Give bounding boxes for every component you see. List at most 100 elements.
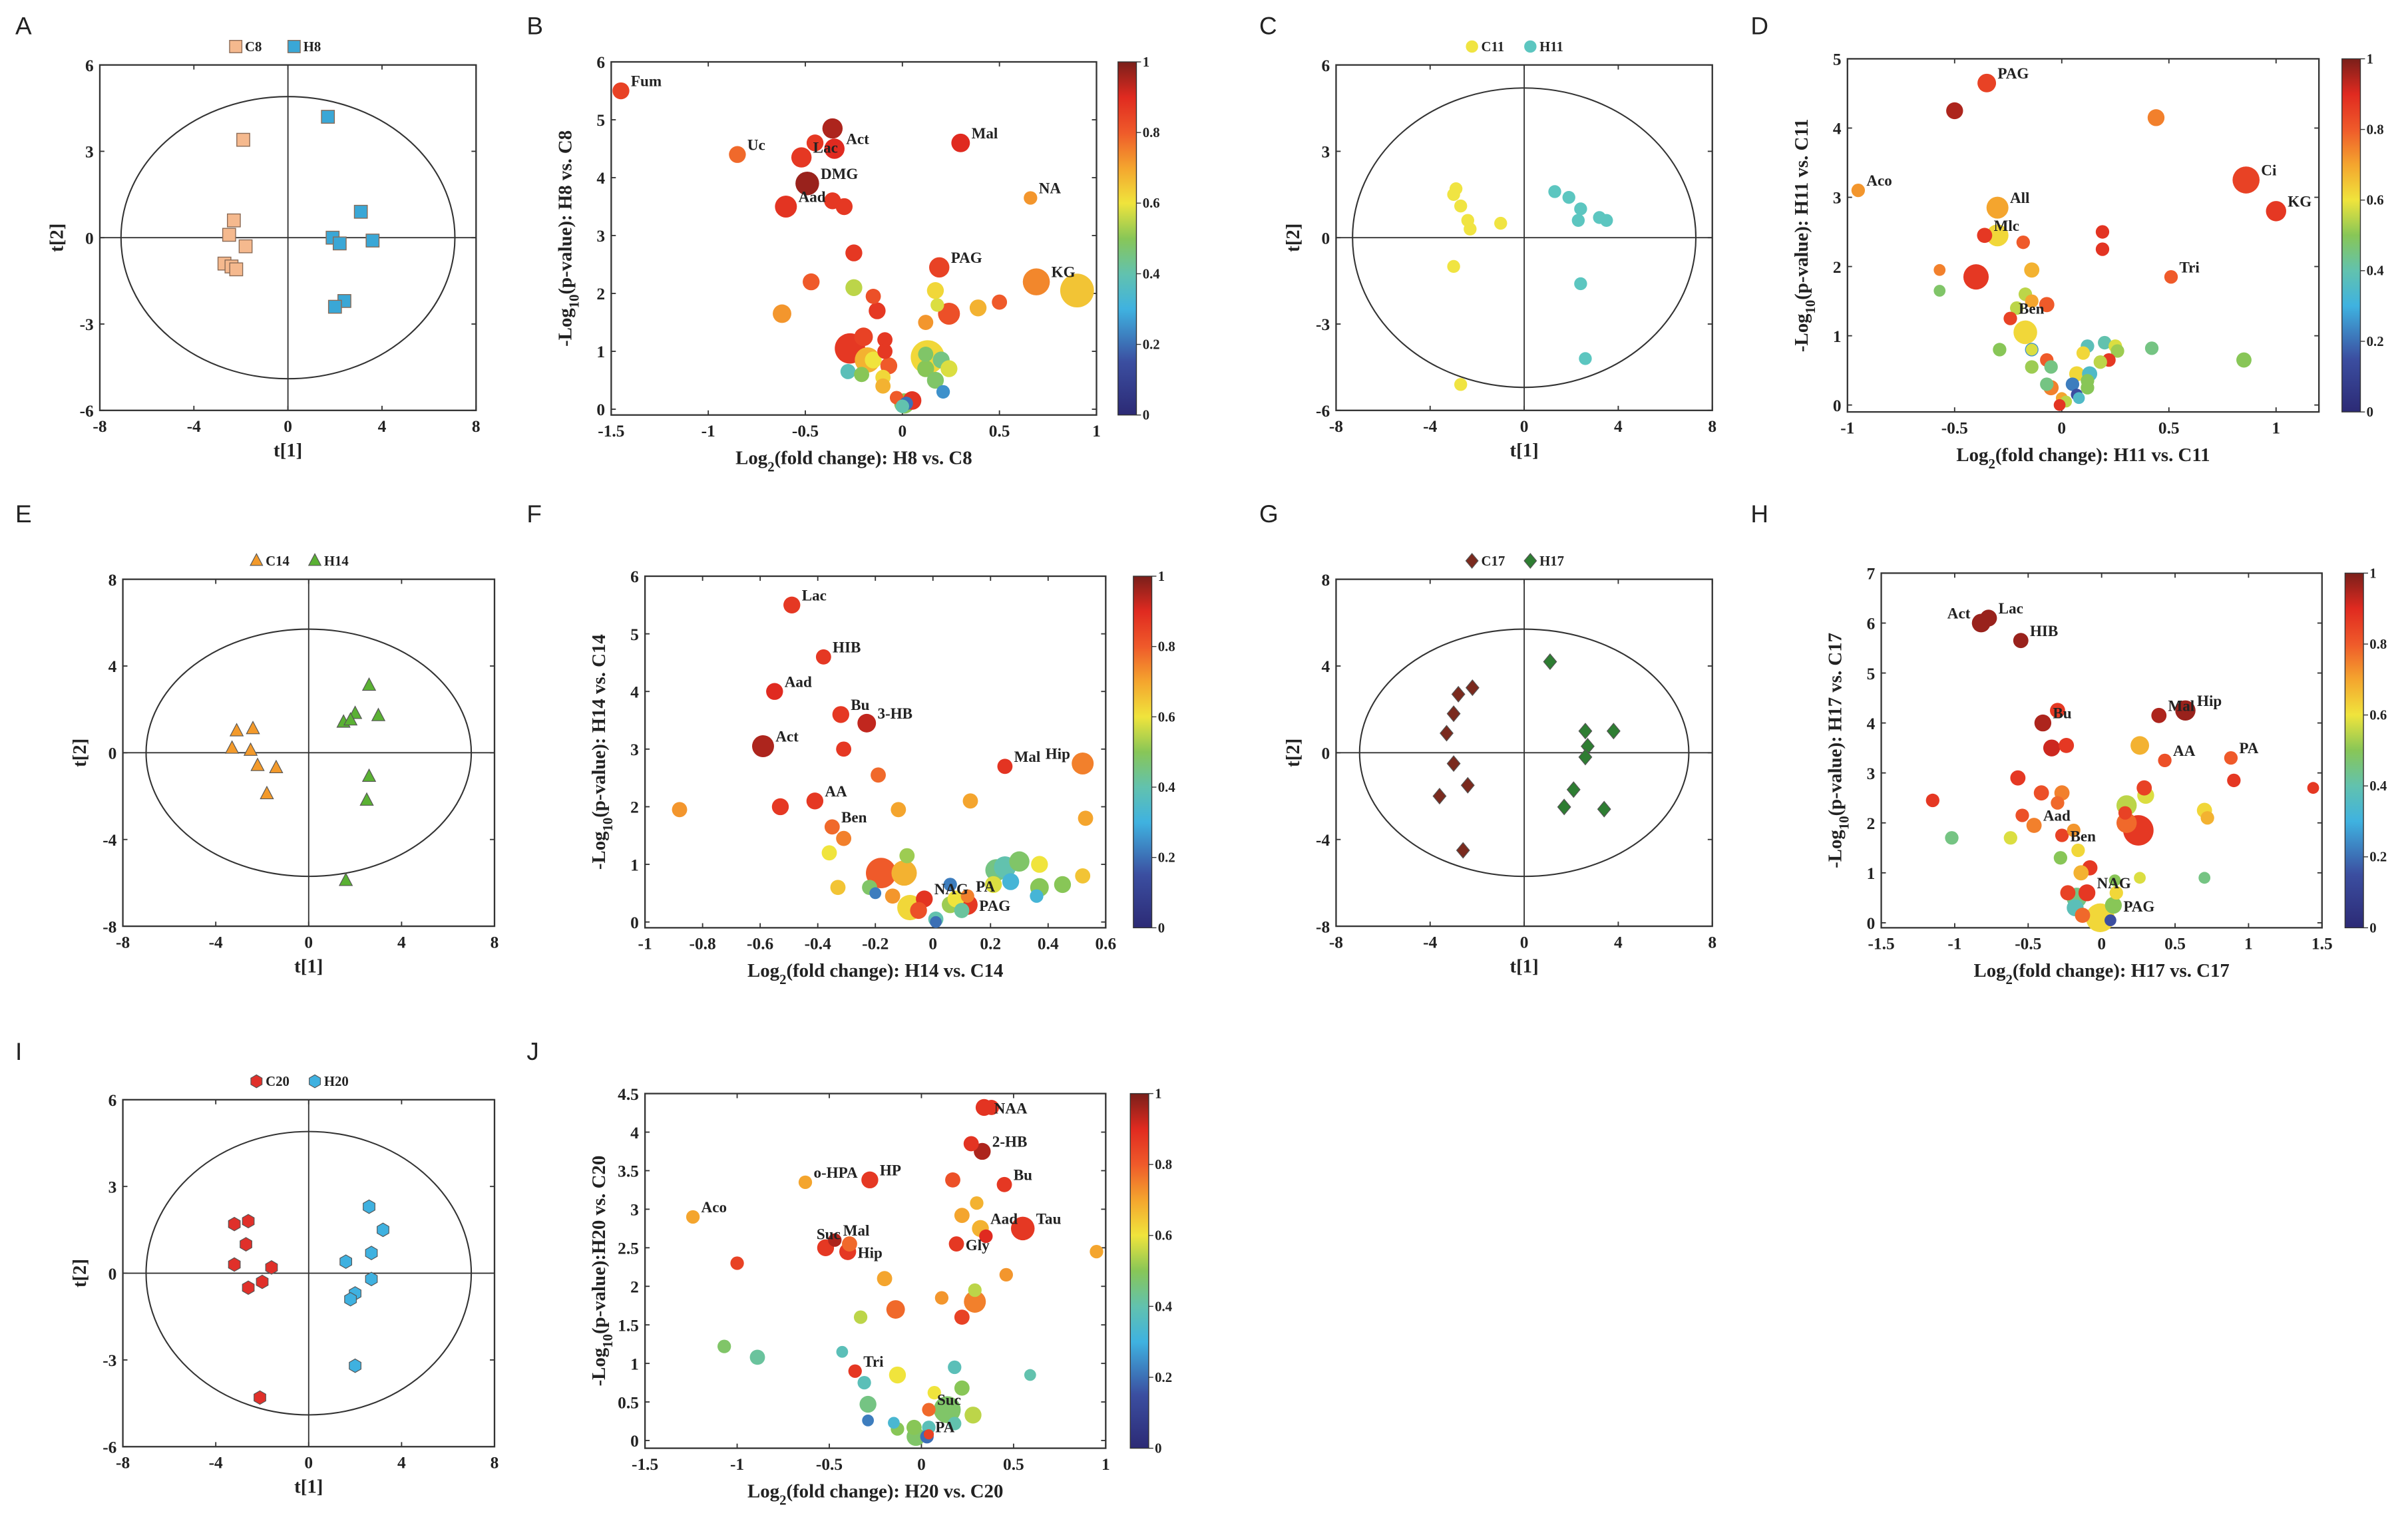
metabolite-point xyxy=(866,858,897,888)
metabolite-point xyxy=(771,798,789,816)
metabolite-point-Fum xyxy=(612,82,630,100)
metabolite-label: Suc xyxy=(937,1391,961,1409)
metabolite-point xyxy=(2016,236,2030,250)
score-point-C14 xyxy=(260,785,274,800)
x-axis-label: Log2(fold change): H14 vs. C14 xyxy=(747,960,1003,987)
panel-letter: J xyxy=(526,1038,538,1065)
score-point-C17 xyxy=(1456,842,1470,859)
metabolite-point-Mlc xyxy=(1977,228,1993,244)
hotelling-ellipse xyxy=(145,1130,473,1416)
x-tick-label: -4 xyxy=(1423,933,1437,951)
y-axis-label-post: (p-value): H8 vs. C8 xyxy=(554,130,576,295)
metabolite-point xyxy=(930,298,944,312)
metabolite-point-Tau xyxy=(1010,1216,1035,1241)
metabolite-point xyxy=(999,1268,1013,1282)
score-point-H20 xyxy=(365,1272,378,1287)
score-point-C17 xyxy=(1446,705,1461,723)
score-point-C11 xyxy=(1494,216,1507,230)
x-tick-label: -8 xyxy=(93,417,106,436)
metabolite-point xyxy=(749,1349,765,1365)
metabolite-point-NA xyxy=(1024,191,1038,205)
y-tick-label: -4 xyxy=(102,831,116,850)
metabolite-point-Bu xyxy=(2034,714,2052,732)
y-tick-label: 0 xyxy=(1322,745,1330,763)
colorbar-tick-label: 0.8 xyxy=(1155,1158,1172,1172)
metabolite-point xyxy=(2134,872,2146,884)
y-tick-label: -8 xyxy=(102,918,116,936)
x-axis-label-pre: Log xyxy=(1973,960,2006,981)
y-tick-label: 4 xyxy=(630,683,639,701)
colorbar xyxy=(1133,576,1153,929)
score-point-C14 xyxy=(246,721,260,735)
x-tick-label: 0.4 xyxy=(1038,935,1059,953)
panel-E: E -8 -4 0 4 8 -8 -4 0 4 8 t[1] t[2] C14 H14 xyxy=(15,500,499,977)
score-point-C14 xyxy=(269,759,284,774)
x-tick-label: -0.5 xyxy=(816,1455,843,1474)
x-tick-label: -1.5 xyxy=(1868,935,1894,953)
y-tick-label: 2.5 xyxy=(618,1240,639,1258)
metabolite-point xyxy=(2198,872,2211,884)
panel-letter: A xyxy=(15,12,32,39)
metabolite-point-Tri xyxy=(848,1364,862,1378)
metabolite-point-All xyxy=(1986,196,2009,219)
y-tick-label: -3 xyxy=(80,315,94,334)
metabolite-label: Ben xyxy=(2071,828,2097,845)
metabolite-label: HP xyxy=(880,1161,901,1178)
metabolite-point-Mal xyxy=(828,1233,842,1247)
x-axis-label-sub: 2 xyxy=(779,973,786,987)
colorbar-tick-label: 1 xyxy=(2367,52,2373,67)
colorbar-tick-label: 0.8 xyxy=(2369,637,2387,652)
metabolite-point xyxy=(877,343,893,359)
score-point-H14 xyxy=(359,792,374,806)
y-tick-label: 2 xyxy=(1867,814,1876,833)
metabolite-label: Aad xyxy=(785,673,812,690)
metabolite-point xyxy=(830,880,846,896)
metabolite-label: Aad xyxy=(799,188,826,206)
x-axis-label: t[1] xyxy=(294,955,323,977)
metabolite-point xyxy=(917,360,934,377)
metabolite-label: Ben xyxy=(841,808,867,826)
metabolite-label: Aco xyxy=(1866,172,1892,189)
x-axis-label-post: (fold change): H8 vs. C8 xyxy=(775,448,972,469)
legend-label: C11 xyxy=(1481,40,1504,55)
colorbar-tick-label: 0.4 xyxy=(2367,264,2384,279)
x-tick-label: -4 xyxy=(209,1454,223,1472)
legend-marker xyxy=(307,553,322,566)
x-tick-label: -1 xyxy=(1947,935,1961,953)
metabolite-point-AA xyxy=(806,792,824,810)
score-point-C17 xyxy=(1451,685,1466,703)
panel-letter: B xyxy=(526,12,543,39)
metabolite-point-Lac xyxy=(791,147,812,168)
metabolite-point xyxy=(1024,1369,1036,1381)
metabolite-label: PAG xyxy=(1997,65,2029,82)
x-tick-label: 8 xyxy=(1708,417,1716,436)
metabolite-label: Act xyxy=(775,728,799,745)
x-axis-label-sub: 2 xyxy=(779,1493,786,1508)
metabolite-label: Fum xyxy=(631,73,662,90)
x-tick-label: 0 xyxy=(917,1455,926,1474)
metabolite-label: Lac xyxy=(1999,599,2023,617)
metabolite-point xyxy=(845,279,863,297)
metabolite-label: Hip xyxy=(858,1244,883,1261)
metabolite-label: AA xyxy=(2173,742,2196,759)
metabolite-point xyxy=(969,299,987,317)
colorbar-tick-label: 0.8 xyxy=(2367,122,2384,137)
metabolite-point xyxy=(2015,808,2029,822)
metabolite-point xyxy=(1946,102,1963,120)
metabolite-point xyxy=(2073,392,2085,405)
metabolite-point xyxy=(943,878,957,892)
metabolite-point xyxy=(954,902,970,918)
y-tick-label: 5 xyxy=(596,111,605,130)
y-axis-label: -Log10(p-value): H17 vs. C17 xyxy=(1825,633,1852,868)
metabolite-label: Lac xyxy=(802,586,827,603)
metabolite-point xyxy=(862,1415,875,1427)
x-tick-label: -0.8 xyxy=(690,935,716,953)
metabolite-label: Bu xyxy=(2053,705,2071,722)
y-axis-label-sub: 10 xyxy=(567,294,582,308)
metabolite-point xyxy=(2110,344,2124,358)
metabolite-point-Gly xyxy=(948,1236,964,1252)
metabolite-point-3-HB xyxy=(857,713,877,733)
plot-frame xyxy=(1846,58,2320,413)
colorbar-tick-label: 0.2 xyxy=(2369,850,2387,865)
metabolite-label: o-HPA xyxy=(813,1164,858,1181)
